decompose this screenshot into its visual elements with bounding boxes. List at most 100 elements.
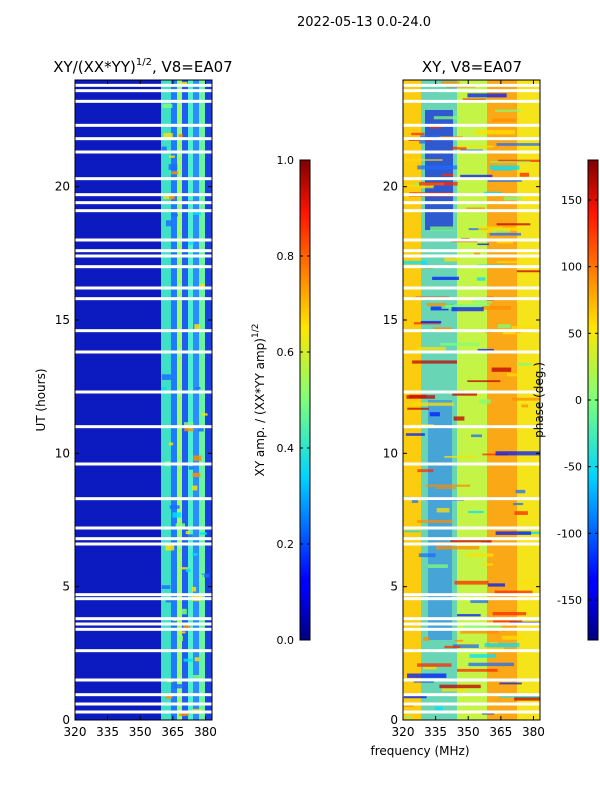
phase-texture (430, 226, 454, 231)
phase-texture (423, 666, 437, 670)
phase-colorbar: -150 -100 -50 0 50 100 150 phase (deg.) (532, 159, 599, 641)
phase-texture (467, 380, 501, 383)
amp-texture (165, 220, 172, 227)
data-gap-row (75, 622, 212, 626)
data-gap-row (403, 497, 540, 501)
phase-texture (454, 639, 464, 642)
data-gap-row (75, 627, 212, 631)
phase-texture (460, 149, 483, 151)
phase-texture (436, 546, 480, 550)
colorbar-tick-label: 0.2 (277, 538, 295, 551)
colorbar-tick-label: 150 (561, 194, 582, 207)
amp-texture (174, 684, 184, 689)
phase-texture (425, 484, 471, 487)
amp-texture (175, 523, 185, 529)
amp-texture (180, 567, 189, 570)
phase-texture (452, 644, 479, 648)
amp-texture (182, 608, 187, 615)
data-gap-row (403, 425, 540, 429)
phase-texture (482, 453, 508, 456)
data-gap-row (75, 209, 212, 213)
phase-texture (416, 346, 446, 351)
colorbar-tick-label: 0.4 (277, 442, 295, 455)
phase-texture (483, 229, 496, 233)
phase-texture (453, 416, 465, 421)
phase-texture (516, 270, 540, 273)
amp-texture (201, 573, 210, 578)
phase-texture (514, 511, 528, 515)
phase-texture (428, 564, 448, 568)
phase-texture (406, 395, 436, 399)
y-tick-label: 5 (390, 580, 398, 594)
data-gap-row (75, 597, 212, 601)
data-gap-row (75, 649, 212, 653)
phase-texture (440, 81, 460, 86)
phase-texture (456, 668, 498, 672)
amp-texture (192, 553, 198, 556)
x-tick-label: 365 (161, 725, 184, 739)
y-tick-label: 10 (55, 446, 70, 460)
phase-texture (513, 502, 524, 506)
amp-texture (192, 485, 198, 491)
data-gap-row (403, 462, 540, 466)
phase-texture (463, 625, 502, 629)
amp-texture (199, 532, 207, 535)
colorbar-tick-label: 0.8 (277, 250, 295, 263)
data-gap-row (75, 177, 212, 181)
data-gap-row (75, 542, 212, 546)
phase-texture (496, 261, 530, 263)
y-tick-label: 15 (383, 313, 398, 327)
left-y-axis-label: UT (hours) (34, 368, 48, 431)
amp-texture (201, 413, 208, 416)
phase-texture (444, 645, 461, 649)
phase-texture (468, 510, 484, 514)
left-heatmap (74, 79, 213, 721)
phase-texture (454, 580, 489, 585)
phase-texture (420, 320, 442, 324)
x-tick-label: 320 (392, 725, 415, 739)
phase-texture (416, 519, 453, 523)
phase-texture (470, 599, 489, 604)
x-tick-label: 350 (129, 725, 152, 739)
data-gap-row (403, 617, 540, 621)
phase-texture (403, 695, 427, 699)
data-gap-row (75, 526, 212, 530)
phase-texture (417, 663, 452, 667)
data-gap-row (403, 249, 540, 253)
data-gap-row (403, 542, 540, 546)
colorbar-tick-label: -50 (564, 461, 582, 474)
phase-texture (518, 253, 540, 256)
phase-texture (412, 402, 454, 406)
phase-texture (412, 360, 457, 364)
data-gap-row (75, 137, 212, 141)
phase-texture (404, 159, 443, 161)
amp-texture (184, 426, 194, 432)
amp-texture (168, 164, 178, 170)
phase-texture (441, 688, 466, 692)
phase-texture (471, 434, 483, 438)
phase-texture (514, 696, 540, 701)
amp-texture (191, 586, 197, 592)
left-panel-title: XY/(XX*YY)1/2, V8=EA07 (53, 57, 232, 76)
left-y-axis: UT (hours) 0 5 10 15 20 (34, 180, 212, 727)
phase-texture (511, 326, 540, 331)
phase-texture (417, 165, 458, 170)
amp-texture (179, 631, 186, 634)
amp-texture (187, 534, 193, 540)
phase-texture (434, 706, 444, 711)
phase-texture (419, 139, 426, 144)
data-gap-row (75, 123, 212, 127)
data-gap-row (75, 83, 212, 87)
colorbar-tick-label: 0.0 (277, 634, 295, 647)
data-gap-row (403, 593, 540, 597)
phase-texture (450, 539, 492, 543)
data-gap-row (403, 622, 540, 626)
phase-texture (502, 331, 516, 335)
y-tick-label: 20 (55, 180, 70, 194)
right-x-axis: 320 335 350 365 380 (392, 80, 545, 739)
data-gap-row (403, 83, 540, 87)
data-gap-row (75, 617, 212, 621)
amp-texture (161, 387, 167, 393)
data-gap-row (403, 137, 540, 141)
phase-texture (411, 132, 425, 136)
